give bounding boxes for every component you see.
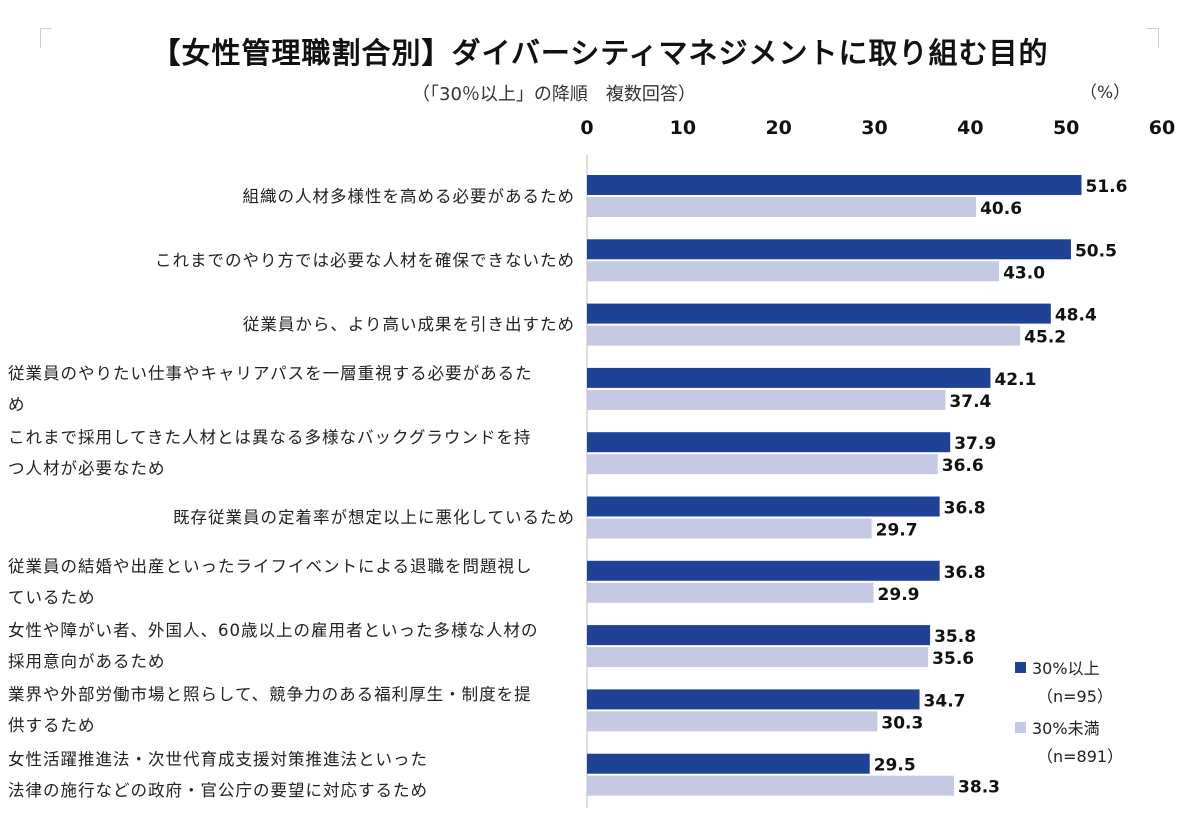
legend-item-series1: 30%以上 [1015,652,1123,682]
bar-series2 [587,325,1021,346]
value-label-series2: 45.2 [1024,328,1066,348]
category-label-line: 既存従業員の定着率が想定以上に悪化しているため [172,508,575,527]
value-label-series2: 43.0 [1003,263,1045,283]
bar-series1 [587,753,870,774]
category-label: 女性活躍推進法・次世代育成支援対策推進法といった 法律の施行などの政府・官公庁の要… [8,744,578,806]
bar-series1 [587,625,931,646]
legend-item-series2: 30%未満 [1015,712,1123,742]
frame-corner-left [40,28,41,48]
category-label-line: 採用意向があるため [8,652,166,672]
legend-swatch-series2 [1015,721,1026,733]
frame-corner-left-top [40,28,52,29]
x-tick-label: 10 [670,117,696,139]
value-label-series1: 37.9 [954,434,996,454]
bar-series2 [587,582,874,603]
bar-series1 [587,175,1082,195]
category-label-line: 従業員のやりたい仕事やキャリアパスを一層重視する必要があるた [8,363,533,383]
value-label-series2: 36.6 [942,456,984,476]
category-label-line: ているため [8,587,96,607]
bar-series2 [587,518,872,539]
x-tick-label: 30 [861,117,887,139]
category-label: 既存従業員の定着率が想定以上に悪化しているため [0,502,575,533]
value-label-series2: 37.4 [949,392,991,412]
frame-corner-right-top [1146,28,1158,29]
value-label-series2: 38.3 [958,778,1000,798]
value-label-series2: 40.6 [980,199,1022,219]
x-tick-label: 0 [580,117,593,139]
bar-series2 [587,261,1000,282]
bar-series1 [587,496,940,517]
value-label-series1: 50.5 [1075,241,1117,261]
category-label-line: 業界や外部労働市場と照らして、競争力のある福利厚生・制度を提 [8,685,532,705]
value-label-series1: 36.8 [944,499,986,519]
bar-series1 [587,689,920,710]
x-tick-label: 40 [957,117,983,139]
category-label-line: 法律の施行などの政府・官公庁の要望に対応するため [8,780,428,800]
value-label-series1: 48.4 [1055,306,1097,326]
category-label-line: 女性や障がい者、外国人、60歳以上の雇用者といった多様な人材の [8,621,539,641]
legend-n-series1: （n=95） [1037,687,1113,706]
category-label: 組織の人材多様性を高める必要があるため [0,181,575,212]
category-label-line: め [8,394,26,414]
x-tick-label: 60 [1149,117,1175,139]
bar-series2 [587,454,938,475]
category-label-line: つ人材が必要なため [8,459,166,479]
bar-series2 [587,647,929,668]
legend-label-series2: 30%未満 [1032,719,1100,738]
category-label: 女性や障がい者、外国人、60歳以上の雇用者といった多様な人材の 採用意向があるため [8,615,578,677]
category-label: 従業員から、より高い成果を引き出すため [0,309,575,340]
legend-label-series1: 30%以上 [1032,659,1100,678]
value-label-series1: 35.8 [934,627,976,647]
value-label-series1: 51.6 [1086,177,1128,197]
bar-series1 [587,432,951,453]
bar-series1 [587,560,940,581]
category-label: これまでのやり方では必要な人材を確保できないため [0,245,575,276]
unit-label: （%） [1080,83,1131,103]
category-label: これまで採用してきた人材とは異なる多様なバックグラウンドを持 つ人材が必要なため [8,422,578,484]
bar-series1 [587,239,1071,260]
bar-series1 [587,303,1051,324]
legend: 30%以上 （n=95） 30%未満 （n=891） [1015,652,1123,772]
value-label-series1: 34.7 [924,691,966,711]
category-label: 従業員のやりたい仕事やキャリアパスを一層重視する必要があるため [8,358,578,420]
value-label-series2: 35.6 [932,649,974,669]
x-tick-label: 50 [1053,117,1079,139]
frame-corner-right [1158,28,1159,48]
value-label-series2: 29.7 [876,521,918,541]
bar-series2 [587,711,878,732]
value-label-series1: 42.1 [994,370,1036,390]
x-tick-label: 20 [765,117,791,139]
category-label-line: これまで採用してきた人材とは異なる多様なバックグラウンドを持 [8,428,532,448]
bar-series1 [587,367,991,388]
value-label-series1: 36.8 [944,563,986,583]
legend-n-series2: （n=891） [1037,747,1124,766]
chart-title: 【女性管理職割合別】ダイバーシティマネジメントに取り組む目的 [151,36,1049,70]
category-label-line: これまでのやり方では必要な人材を確保できないため [155,250,575,270]
category-label-line: 従業員の結婚や出産といったライフイベントによる退職を問題視し [8,556,533,576]
bar-series2 [587,197,977,217]
legend-swatch-series1 [1015,661,1026,673]
bar-series2 [587,389,946,410]
category-label: 業界や外部労働市場と照らして、競争力のある福利厚生・制度を提 供するため [8,679,578,741]
bar-series2 [587,775,955,796]
category-label: 従業員の結婚や出産といったライフイベントによる退職を問題視し ているため [8,551,578,613]
category-label-line: 女性活躍推進法・次世代育成支援対策推進法といった [8,749,428,769]
category-label-line: 供するため [8,716,96,736]
value-label-series2: 29.9 [878,585,920,605]
category-label-line: 従業員から、より高い成果を引き出すため [242,315,575,335]
value-label-series1: 29.5 [874,756,916,776]
value-label-series2: 30.3 [881,713,923,733]
category-label-line: 組織の人材多様性を高める必要があるため [242,186,575,206]
chart-subtitle: （「30％以上」の降順 複数回答） [412,84,696,105]
